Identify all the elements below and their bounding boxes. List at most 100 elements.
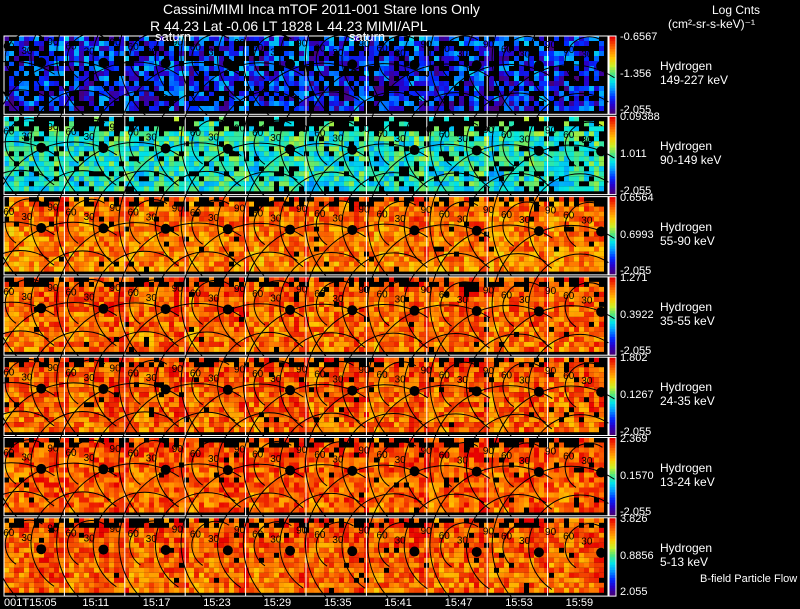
heatmap-cell <box>414 41 419 46</box>
heatmap-cell <box>74 156 79 162</box>
row-panel-0: 3060903060903060903060903060903060903060… <box>0 0 617 125</box>
heatmap-cell <box>579 176 584 182</box>
heatmap-cell <box>444 261 449 267</box>
heatmap-cell <box>434 76 439 81</box>
heatmap-cell <box>94 56 99 61</box>
heatmap-cell <box>14 176 19 182</box>
heatmap-cell <box>39 181 44 187</box>
heatmap-cell <box>24 61 29 66</box>
heatmap-cell <box>229 71 234 76</box>
heatmap-cell <box>404 181 409 187</box>
heatmap-cell <box>334 146 339 152</box>
heatmap-cell <box>144 296 149 302</box>
heatmap-cell <box>14 291 19 297</box>
heatmap-cell <box>209 216 214 222</box>
heatmap-cell <box>39 341 44 347</box>
heatmap-cell <box>114 306 119 312</box>
heatmap-cell <box>209 136 214 142</box>
heatmap-cell <box>79 336 84 342</box>
colorbar-frame <box>608 35 617 115</box>
heatmap-cell <box>134 346 139 352</box>
heatmap-cell <box>314 131 319 137</box>
heatmap-cell <box>174 141 179 147</box>
heatmap-cell <box>89 96 94 101</box>
heatmap-cell <box>144 231 149 237</box>
heatmap-cell <box>419 76 424 81</box>
heatmap-cell <box>194 146 199 152</box>
heatmap-cell <box>9 296 14 302</box>
heatmap-cell <box>104 141 109 147</box>
heatmap-cell <box>514 266 519 272</box>
heatmap-cell <box>69 96 74 101</box>
heatmap-cell <box>479 61 484 66</box>
heatmap-cell <box>324 81 329 86</box>
heatmap-cell <box>24 166 29 172</box>
heatmap-cell <box>9 201 14 207</box>
heatmap-cell <box>79 266 84 272</box>
heatmap-cell <box>519 136 524 142</box>
heatmap-cell <box>154 281 159 287</box>
heatmap-cell <box>169 161 174 167</box>
heatmap-cell <box>299 251 304 257</box>
heatmap-cell <box>134 216 139 222</box>
heatmap-cell <box>279 151 284 157</box>
heatmap-cell <box>359 266 364 272</box>
heatmap-cell <box>19 246 24 252</box>
heatmap-cell <box>189 151 194 157</box>
heatmap-cell <box>324 206 329 212</box>
colorbar-segment <box>609 251 616 255</box>
heatmap-cell <box>449 236 454 242</box>
heatmap-cell <box>344 176 349 182</box>
heatmap-cell <box>109 176 114 182</box>
heatmap-cell <box>414 136 419 142</box>
heatmap-cell <box>294 221 299 227</box>
heatmap-cell <box>429 101 434 106</box>
heatmap-cell <box>254 146 259 152</box>
colorbar-frame <box>608 115 617 196</box>
heatmap-cell <box>149 241 154 247</box>
heatmap-cell <box>419 186 424 192</box>
heatmap-cell <box>9 256 14 262</box>
heatmap-cell <box>69 221 74 227</box>
heatmap-cell <box>369 236 374 242</box>
heatmap-cell <box>349 186 354 192</box>
heatmap-cell <box>239 36 244 41</box>
heatmap-cell <box>174 211 179 217</box>
heatmap-cell <box>214 211 219 217</box>
heatmap-cell <box>44 301 49 307</box>
heatmap-cell <box>29 201 34 207</box>
heatmap-cell <box>94 181 99 187</box>
heatmap-cell <box>479 171 484 177</box>
heatmap-cell <box>204 66 209 71</box>
heatmap-cell <box>599 246 604 252</box>
heatmap-cell <box>569 251 574 257</box>
heatmap-cell <box>554 231 559 237</box>
heatmap-cell <box>449 241 454 247</box>
heatmap-cell <box>199 146 204 152</box>
heatmap-cell <box>339 236 344 242</box>
heatmap-cell <box>284 256 289 262</box>
heatmap-cell <box>184 166 189 172</box>
heatmap-cell <box>384 176 389 182</box>
heatmap-cell <box>499 136 504 142</box>
heatmap-cell <box>414 206 419 212</box>
heatmap-cell <box>384 241 389 247</box>
heatmap-cell <box>119 46 124 51</box>
heatmap-cell <box>524 61 529 66</box>
heatmap-cell <box>374 136 379 142</box>
heatmap-cell <box>244 81 249 86</box>
heatmap-cell <box>19 101 24 106</box>
heatmap-cell <box>599 171 604 177</box>
heatmap-cell <box>169 211 174 217</box>
colorbar-segment <box>609 80 616 84</box>
heatmap-cell <box>204 166 209 172</box>
heatmap-cell <box>459 51 464 56</box>
heatmap-cell <box>479 51 484 56</box>
heatmap-cell <box>144 101 149 106</box>
heatmap-cell <box>59 316 64 322</box>
heatmap-cell <box>54 156 59 162</box>
heatmap-cell <box>79 211 84 217</box>
heatmap-cell <box>579 221 584 227</box>
heatmap-cell <box>559 136 564 142</box>
heatmap-cell <box>254 161 259 167</box>
